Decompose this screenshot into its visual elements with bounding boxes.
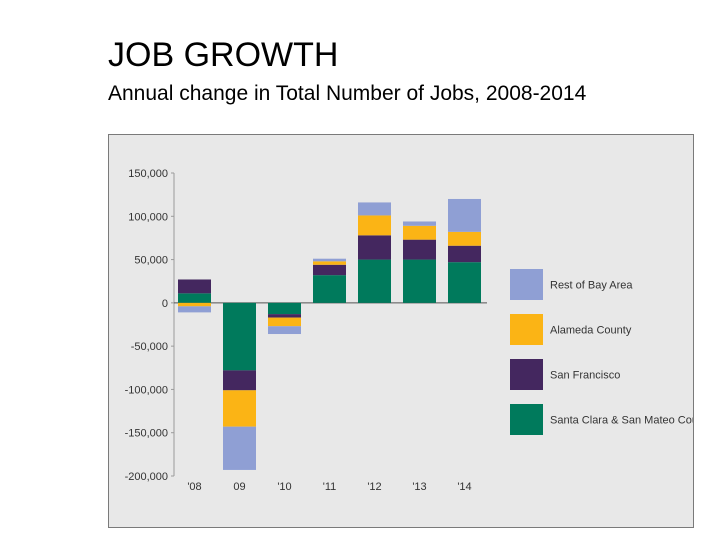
legend-swatch: [510, 359, 543, 390]
x-tick-label: '10: [277, 481, 291, 493]
bar-segment: [268, 314, 301, 318]
bar-segment: [223, 302, 256, 371]
bar-segment: [313, 261, 346, 265]
slide-title: JOB GROWTH: [108, 36, 339, 74]
x-tick-label: '14: [457, 481, 471, 493]
bar-segment: [403, 225, 436, 240]
bar-segment: [403, 239, 436, 260]
x-tick-label: 09: [233, 481, 245, 493]
bar-segment: [268, 317, 301, 327]
job-growth-chart: 150,000 100,000 50,000 0 -50,000 -100,000 -150…: [125, 168, 693, 493]
y-tick-label: -100,000: [125, 384, 168, 396]
slide-subtitle: Annual change in Total Number of Jobs, 2…: [108, 82, 587, 105]
y-tick-label: 50,000: [134, 255, 168, 267]
bar-segment: [268, 326, 301, 335]
x-tick-label: '12: [367, 481, 381, 493]
bar-segment: [223, 370, 256, 391]
legend-swatch: [510, 269, 543, 300]
y-tick-label: 0: [162, 298, 168, 310]
x-tick-label: '08: [187, 481, 201, 493]
bar-segment: [313, 264, 346, 276]
bar-segment: [178, 279, 211, 294]
bars-layer: [178, 198, 481, 470]
legend-label: Alameda County: [550, 325, 632, 337]
chart-frame: 150,000 100,000 50,000 0 -50,000 -100,000 -150…: [108, 134, 694, 528]
bar-segment: [178, 306, 211, 313]
bar-segment: [223, 390, 256, 427]
bar-segment: [358, 215, 391, 236]
bar-segment: [403, 259, 436, 303]
bar-segment: [448, 198, 481, 232]
y-tick-label: -150,000: [125, 428, 168, 440]
bar-segment: [223, 426, 256, 470]
bar-segment: [403, 221, 436, 226]
y-tick-label: 150,000: [128, 168, 168, 180]
bar-segment: [313, 275, 346, 303]
y-tick-label: -50,000: [131, 341, 168, 353]
bar-segment: [268, 302, 301, 315]
y-tick-label: -200,000: [125, 471, 168, 483]
y-tick-label: 100,000: [128, 211, 168, 223]
bar-segment: [448, 231, 481, 246]
bar-segment: [358, 235, 391, 260]
legend-label: Rest of Bay Area: [550, 280, 633, 292]
x-tick-label: '11: [323, 481, 337, 493]
bar-segment: [358, 202, 391, 216]
legend-swatch: [510, 404, 543, 435]
legend-swatch: [510, 314, 543, 345]
bar-segment: [448, 245, 481, 263]
legend-label: Santa Clara & San Mateo Counties: [550, 415, 693, 427]
bar-segment: [313, 258, 346, 262]
bar-segment: [448, 262, 481, 303]
x-tick-label: '13: [412, 481, 426, 493]
legend-label: San Francisco: [550, 370, 620, 382]
bar-segment: [178, 302, 211, 307]
bar-segment: [358, 259, 391, 303]
bar-segment: [178, 293, 211, 303]
legend-layer: Rest of Bay Area Alameda County San Franci…: [510, 269, 693, 435]
axis-layer: 150,000 100,000 50,000 0 -50,000 -100,000 -150…: [125, 168, 487, 493]
